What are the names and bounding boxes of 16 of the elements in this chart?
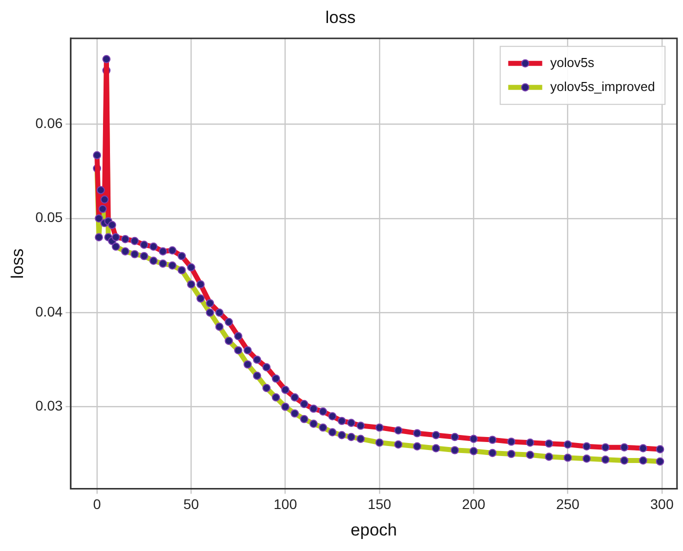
x-axis-title: epoch xyxy=(350,520,397,540)
legend-label: yolov5s xyxy=(550,54,595,70)
x-tick-label: 50 xyxy=(183,496,200,512)
x-tick-label: 150 xyxy=(368,496,392,512)
legend-label: yolov5s_improved xyxy=(550,78,656,94)
x-tick-label: 300 xyxy=(650,496,674,512)
x-tick-label: 100 xyxy=(274,496,298,512)
y-tick-label: 0.06 xyxy=(35,115,63,132)
y-axis-title: loss xyxy=(8,248,27,279)
x-tick-label: 200 xyxy=(462,496,486,512)
y-tick-label: 0.04 xyxy=(35,303,63,320)
x-tick-label: 250 xyxy=(556,496,580,512)
x-tick-label: 0 xyxy=(93,496,102,512)
chart-title: loss xyxy=(325,8,356,27)
y-tick-label: 0.05 xyxy=(35,209,63,226)
y-tick-label: 0.03 xyxy=(35,398,63,414)
